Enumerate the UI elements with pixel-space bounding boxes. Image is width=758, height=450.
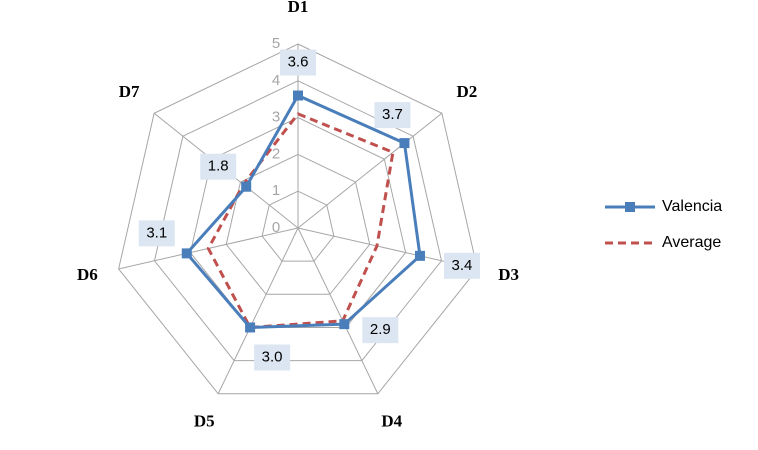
data-label-box	[138, 220, 175, 247]
data-label-box	[280, 49, 316, 76]
data-label: 3.1	[146, 224, 167, 241]
data-label: 2.9	[370, 321, 391, 338]
r-tick-label: 2	[272, 145, 280, 162]
series-line	[185, 94, 422, 329]
data-label-box	[443, 252, 480, 279]
category-label: D3	[498, 265, 519, 284]
legend-label: Valencia	[662, 198, 722, 215]
r-tick-label: 4	[272, 72, 280, 89]
r-tick-label: 5	[272, 35, 280, 52]
r-tick-label: 3	[272, 109, 280, 126]
category-label: D2	[456, 82, 477, 101]
marker	[181, 248, 192, 259]
data-label: 1.8	[208, 158, 229, 175]
category-label: D5	[194, 412, 215, 431]
data-label: 3.0	[262, 348, 283, 365]
spoke	[217, 227, 299, 394]
marker	[414, 250, 425, 261]
marker	[399, 138, 410, 149]
spoke	[297, 227, 379, 394]
data-label-box	[254, 344, 291, 371]
data-label: 3.7	[382, 106, 403, 123]
legend-marker	[625, 202, 635, 212]
spoke	[297, 112, 443, 229]
grid-line	[153, 80, 443, 362]
grid-line	[118, 43, 478, 395]
data-label-box	[374, 102, 411, 129]
series-line	[206, 112, 395, 329]
marker	[293, 90, 303, 101]
data-label: 3.6	[288, 53, 309, 70]
data-label: 3.4	[452, 257, 473, 274]
data-label-box	[362, 317, 399, 344]
marker	[339, 319, 350, 330]
category-label: D1	[288, 0, 309, 16]
data-label-box	[200, 153, 237, 180]
marker	[245, 322, 256, 333]
category-label: D7	[119, 82, 140, 101]
legend-label: Average	[662, 234, 721, 251]
r-tick-label: 1	[272, 182, 280, 199]
marker	[241, 181, 252, 192]
category-label: D6	[77, 265, 98, 284]
grid-line	[261, 190, 335, 262]
r-tick-label: 0	[272, 219, 280, 236]
category-label: D4	[381, 412, 402, 431]
